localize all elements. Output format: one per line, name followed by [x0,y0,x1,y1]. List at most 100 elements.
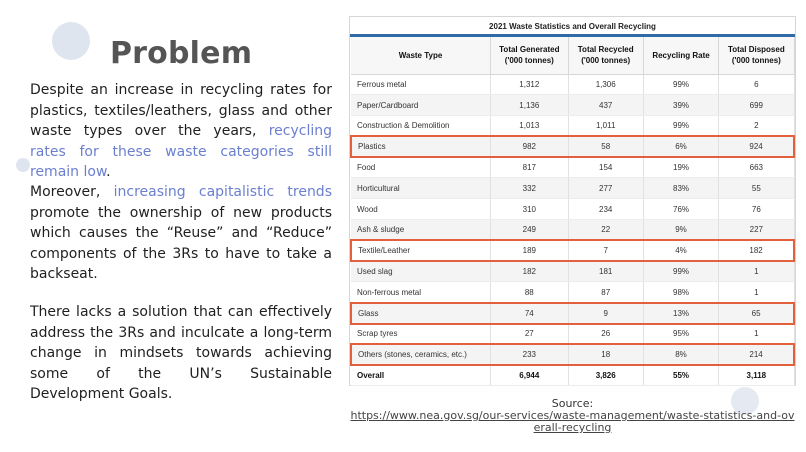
table-body: Ferrous metal 1,312 1,306 99% 6 Paper/Cardboa… [350,74,796,387]
p1-text: Despite an increase in recycling rates f… [30,82,332,139]
table-cell: 663 [718,157,795,179]
table-row: Others (stones, ceramics, etc.) 233 18 8% 21… [350,343,796,367]
table-cell: Others (stones, ceramics, etc.) [350,343,492,367]
table-title: 2021 Waste Statistics and Overall Recycl… [350,17,795,37]
table-cell: 1,013 [490,115,569,137]
table-cell: 2 [718,115,795,137]
waste-table: Waste Type Total Generated ('000 tonnes) T… [350,37,796,387]
table-row: Scrap tyres 27 26 95% 1 [351,323,795,345]
table-cell: 99% [643,74,720,96]
overall-row: Overall 6,944 3,826 55% 3,118 [351,365,795,387]
table-row: Glass 74 9 13% 65 [350,301,796,325]
table-cell: 817 [490,157,569,179]
paragraph-1: Despite an increase in recycling rates f… [30,80,332,183]
table-cell: 924 [718,135,796,159]
table-cell: 9% [643,219,720,241]
p1-end: . [106,164,111,180]
table-cell: 214 [718,343,796,367]
waste-statistics-table-image: 2021 Waste Statistics and Overall Recycl… [349,16,796,387]
table-cell: 7 [568,239,644,263]
table-cell: 181 [568,261,644,283]
table-cell: 65 [718,301,796,325]
table-cell: 1 [718,281,795,304]
table-row: Food 817 154 19% 663 [351,157,795,179]
table-cell: 22 [568,219,644,241]
table-cell: 1,312 [490,74,569,96]
table-cell: Construction & Demolition [351,115,492,137]
table-cell: 1 [718,261,795,283]
table-cell: 1,306 [568,74,644,96]
table-header-row: Waste Type Total Generated ('000 tonnes) T… [351,37,795,75]
table-cell: 99% [643,261,720,283]
table-row: Wood 310 234 76% 76 [351,198,795,221]
p2-end: promote the ownership of new products wh… [30,204,332,283]
table-cell: 6 [718,74,795,96]
table-cell: 1 [718,323,795,345]
column-header: Total Generated ('000 tonnes) [490,37,569,75]
table-cell: 437 [568,94,644,117]
table-cell: 310 [490,198,569,221]
table-cell: 55% [643,365,720,387]
p2-highlight: increasing capitalistic trends [113,184,332,200]
table-cell: 189 [490,239,569,263]
table-cell: 8% [643,343,720,367]
table-cell: 182 [490,261,569,283]
table-cell: 182 [718,239,796,263]
table-cell: 6% [643,135,720,159]
table-cell: 27 [490,323,569,345]
table-cell: 1,136 [490,94,569,117]
table-cell: 87 [568,281,644,304]
table-cell: Ferrous metal [351,74,492,96]
table-cell: 88 [490,281,569,304]
table-cell: 98% [643,281,720,304]
table-row: Used slag 182 181 99% 1 [351,261,795,283]
p1-highlight: recycling rates for these waste categori… [30,123,332,180]
table-cell: 95% [643,323,720,345]
source-link[interactable]: https://www.nea.gov.sg/our-services/wast… [350,409,795,434]
table-row: Paper/Cardboard 1,136 437 39% 699 [351,94,795,117]
table-cell: 83% [643,177,720,200]
source-citation: Source: https://www.nea.gov.sg/our-servi… [349,398,796,434]
table-cell: Ash & sludge [351,219,492,241]
table-cell: 58 [568,135,644,159]
table-cell: 233 [490,343,569,367]
column-header: Waste Type [351,37,492,75]
table-cell: Plastics [350,135,492,159]
table-cell: 6,944 [490,365,569,387]
decorative-circle-small [16,158,30,172]
table-cell: 982 [490,135,569,159]
table-cell: 234 [568,198,644,221]
table-cell: 74 [490,301,569,325]
slide-title: Problem [110,36,253,71]
table-cell: 99% [643,115,720,137]
table-cell: Food [351,157,492,179]
table-cell: 249 [490,219,569,241]
table-row: Non-ferrous metal 88 87 98% 1 [351,281,795,304]
table-row: Textile/Leather 189 7 4% 182 [350,239,796,263]
table-cell: 1,011 [568,115,644,137]
column-header: Recycling Rate [643,37,720,75]
table-cell: 76% [643,198,720,221]
table-cell: 9 [568,301,644,325]
table-cell: 699 [718,94,795,117]
table-row: Ferrous metal 1,312 1,306 99% 6 [351,74,795,96]
table-cell: Non-ferrous metal [351,281,492,304]
column-header: Total Recycled ('000 tonnes) [568,37,644,75]
table-cell: 227 [718,219,795,241]
table-cell: Horticultural [351,177,492,200]
p2-text: Moreover, [30,184,114,200]
table-cell: 26 [568,323,644,345]
table-cell: 19% [643,157,720,179]
table-cell: Textile/Leather [350,239,492,263]
table-cell: Paper/Cardboard [351,94,492,117]
paragraph-2: Moreover, increasing capitalistic trends… [30,182,332,285]
table-cell: 3,826 [568,365,644,387]
table-cell: 55 [718,177,795,200]
table-cell: 154 [568,157,644,179]
table-row: Construction & Demolition 1,013 1,011 99% 2 [351,115,795,137]
table-cell: Used slag [351,261,492,283]
table-cell: 3,118 [718,365,795,387]
table-cell: 277 [568,177,644,200]
table-cell: Glass [350,301,492,325]
table-cell: 4% [643,239,720,263]
